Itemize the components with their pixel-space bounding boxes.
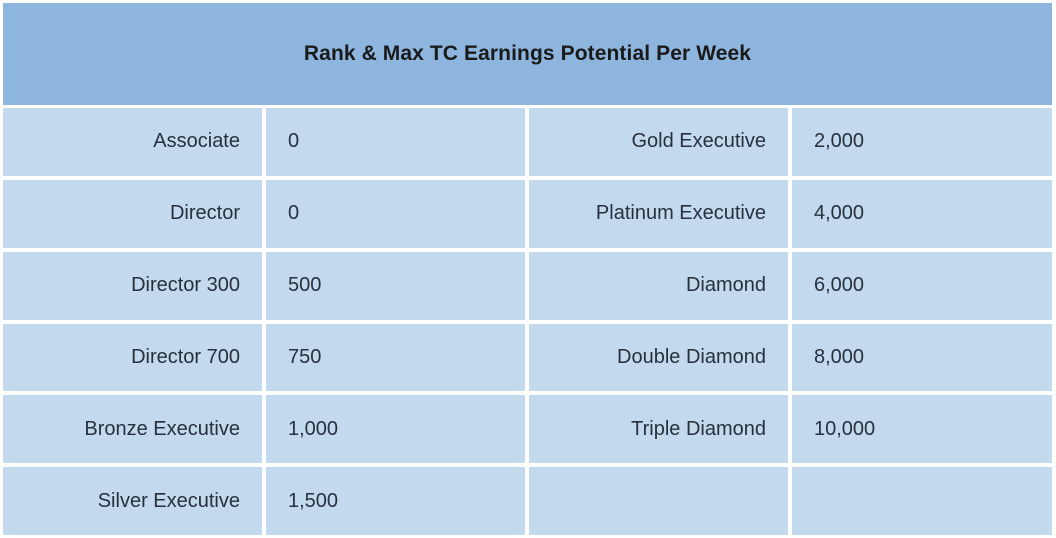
rank-cell: Gold Executive bbox=[529, 108, 788, 176]
earnings-cell: 0 bbox=[266, 108, 525, 176]
table-title: Rank & Max TC Earnings Potential Per Wee… bbox=[303, 42, 752, 65]
earnings-cell: 1,000 bbox=[266, 395, 525, 464]
earnings-cell: 10,000 bbox=[792, 395, 1052, 464]
rank-cell: Associate bbox=[3, 108, 262, 176]
rank-cell: Platinum Executive bbox=[529, 179, 788, 248]
earnings-cell: 0 bbox=[266, 179, 525, 248]
earnings-cell: 8,000 bbox=[792, 323, 1052, 392]
earnings-cell: 2,000 bbox=[792, 108, 1052, 176]
rank-cell: Silver Executive bbox=[3, 467, 262, 535]
empty-rank-cell bbox=[529, 467, 788, 535]
rank-cell: Triple Diamond bbox=[529, 395, 788, 464]
rank-cell: Double Diamond bbox=[529, 323, 788, 392]
rank-cell: Director 300 bbox=[3, 251, 262, 320]
rank-cell: Director bbox=[3, 179, 262, 248]
rank-cell: Bronze Executive bbox=[3, 395, 262, 464]
earnings-cell: 500 bbox=[266, 251, 525, 320]
earnings-cell: 750 bbox=[266, 323, 525, 392]
rank-cell: Diamond bbox=[529, 251, 788, 320]
table-header: Rank & Max TC Earnings Potential Per Wee… bbox=[3, 3, 1052, 105]
earnings-cell: 1,500 bbox=[266, 467, 525, 535]
earnings-cell: 4,000 bbox=[792, 179, 1052, 248]
earnings-cell: 6,000 bbox=[792, 251, 1052, 320]
table-body: Associate 0 Gold Executive 2,000 Directo… bbox=[3, 108, 1052, 535]
rank-cell: Director 700 bbox=[3, 323, 262, 392]
empty-earnings-cell bbox=[792, 467, 1052, 535]
earnings-table: Rank & Max TC Earnings Potential Per Wee… bbox=[3, 3, 1052, 535]
